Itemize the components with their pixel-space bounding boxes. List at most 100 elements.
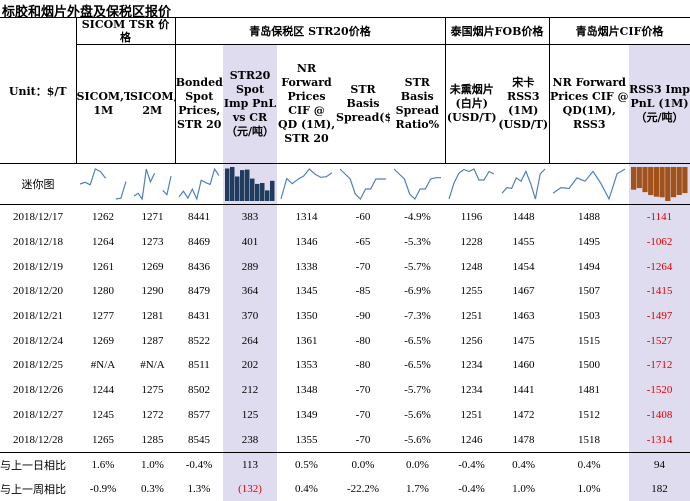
sparkline-svg	[339, 168, 387, 200]
cell-value: 1275	[141, 384, 164, 397]
cell-value: 212	[223, 377, 278, 403]
sparkline	[76, 163, 130, 205]
row-label: 2018/12/19	[12, 260, 64, 273]
cell-value: 8436	[188, 260, 211, 273]
cell-value: -4.9%	[404, 211, 431, 224]
cell-value: 8469	[188, 236, 211, 249]
cell-value: -1264	[629, 254, 690, 280]
cell-value: -7.3%	[404, 310, 431, 323]
spark-bar	[631, 167, 637, 190]
cell-value: 1.0%	[130, 451, 176, 477]
cell-value: 1494	[578, 260, 601, 273]
row-label: 与上一日相比	[0, 451, 76, 477]
spark-bar	[265, 190, 270, 201]
cell-value: 1.6%	[76, 451, 130, 477]
cell-value: 1467	[512, 285, 535, 298]
cell-value: 1271	[141, 211, 164, 224]
cell-value: -6.5%	[404, 359, 431, 372]
unit-label: Unit：$/T	[0, 17, 76, 164]
col-header: SICOM,TSR, 1M	[75, 44, 130, 164]
cell-value: 1481	[578, 384, 601, 397]
table-row: 2018/12/20 1280 1290 8479 364 1345 -85 -6.9% 125…	[0, 279, 690, 304]
col-header: RSS3 Imp PnL (1M)（元/吨）	[629, 44, 690, 164]
cell-value: -1062	[629, 229, 690, 255]
spark-bar	[670, 167, 677, 198]
cell-value: -1712	[629, 353, 690, 378]
sparkline-svg	[448, 168, 495, 200]
spark-bar	[270, 180, 275, 201]
cell-value: 1454	[512, 260, 535, 273]
cell-value: -5.7%	[404, 260, 431, 273]
page-title: 标胶和烟片外盘及保税区报价	[2, 5, 172, 20]
sparkline-path	[339, 168, 387, 200]
cell-value: -80	[355, 359, 371, 372]
row-label: 2018/12/26	[12, 384, 64, 397]
cell-value: -1408	[629, 402, 690, 428]
cell-value: -5.7%	[404, 384, 431, 397]
sparkline-svg	[393, 168, 442, 200]
cell-value: 1248	[460, 260, 483, 273]
cell-value: 1349	[295, 408, 318, 421]
cell-value: 264	[223, 328, 278, 354]
cell-value: -90	[355, 310, 371, 323]
sparkbars-svg	[225, 167, 275, 201]
cell-value: 202	[223, 353, 278, 378]
sparkline-svg	[133, 168, 172, 201]
cell-value: 1285	[141, 433, 164, 446]
cell-value: -5.3%	[404, 236, 431, 249]
group-header-row: Unit：$/T SICOM TSR 价格 青岛保税区 STR20价格 泰国烟片…	[0, 17, 690, 164]
cell-value: 1495	[578, 236, 601, 249]
sparkline	[390, 163, 446, 205]
sparkline	[445, 163, 499, 205]
cell-value: 1475	[512, 334, 535, 347]
cell-value: -70	[355, 384, 371, 397]
sparkbars-svg	[631, 167, 688, 201]
spark-bar	[682, 167, 688, 194]
sparkline-svg	[552, 168, 626, 201]
table-row: 2018/12/21 1277 1281 8431 370 1350 -90 -7.3% 125…	[0, 303, 690, 329]
sparkline-svg	[178, 167, 220, 201]
cell-value: 113	[223, 451, 278, 477]
spark-bar	[648, 167, 654, 196]
group-sicom: SICOM TSR 价格	[75, 17, 176, 45]
cell-value: #N/A	[140, 359, 165, 372]
sparkline-path	[501, 168, 546, 200]
cell-value: -70	[355, 260, 371, 273]
cell-value: 1269	[141, 260, 164, 273]
cell-value: 1264	[92, 236, 114, 249]
table-row: 2018/12/17 1262 1271 8441 383 1314 -60 -4.9% 119…	[0, 204, 690, 230]
cell-value: 1261	[92, 260, 114, 273]
table-row: 2018/12/25 #N/A #N/A 8511 202 1353 -80 -6.5% 123…	[0, 353, 690, 378]
cell-value: 1488	[578, 211, 601, 224]
table-row: 2018/12/19 1261 1269 8436 289 1338 -70 -5.7% 124…	[0, 254, 690, 280]
cell-value: 289	[223, 254, 278, 280]
spark-bar	[659, 167, 665, 198]
cell-value: -85	[355, 285, 371, 298]
cell-value: 1244	[92, 384, 114, 397]
row-label: 2018/12/17	[12, 211, 64, 224]
table-row: 与上一周相比 -0.9% 0.3% 1.3% (132) 0.4% -22.2% 1.7% -0…	[0, 476, 690, 501]
sparkline	[336, 163, 391, 205]
cell-value: 370	[223, 303, 278, 329]
cell-value: -70	[355, 433, 371, 446]
sparkline-row: 迷你图	[0, 163, 690, 205]
spark-bar	[250, 178, 255, 201]
cell-value: 238	[223, 427, 278, 453]
spark-bar	[235, 176, 240, 201]
cell-value: 0.3%	[141, 482, 164, 495]
cell-value: 1287	[141, 334, 164, 347]
cell-value: 0.0%	[336, 451, 391, 477]
spark-bar	[665, 167, 671, 201]
cell-value: 1472	[512, 408, 535, 421]
table-row: 2018/12/26 1244 1275 8502 212 1348 -70 -5.7% 123…	[0, 377, 690, 403]
sparkline	[549, 163, 630, 205]
sparkline-svg	[501, 168, 546, 200]
sparkline-path	[178, 167, 220, 201]
cell-value: 1234	[460, 359, 483, 372]
col-header: NR Forward Prices CIF @ QD (1M), STR 20	[277, 44, 337, 164]
cell-value: -1415	[629, 279, 690, 304]
cell-value: 1280	[92, 285, 114, 298]
cell-value: 1251	[460, 310, 483, 323]
cell-value: 8522	[188, 334, 211, 347]
cell-value: 1314	[295, 211, 318, 224]
